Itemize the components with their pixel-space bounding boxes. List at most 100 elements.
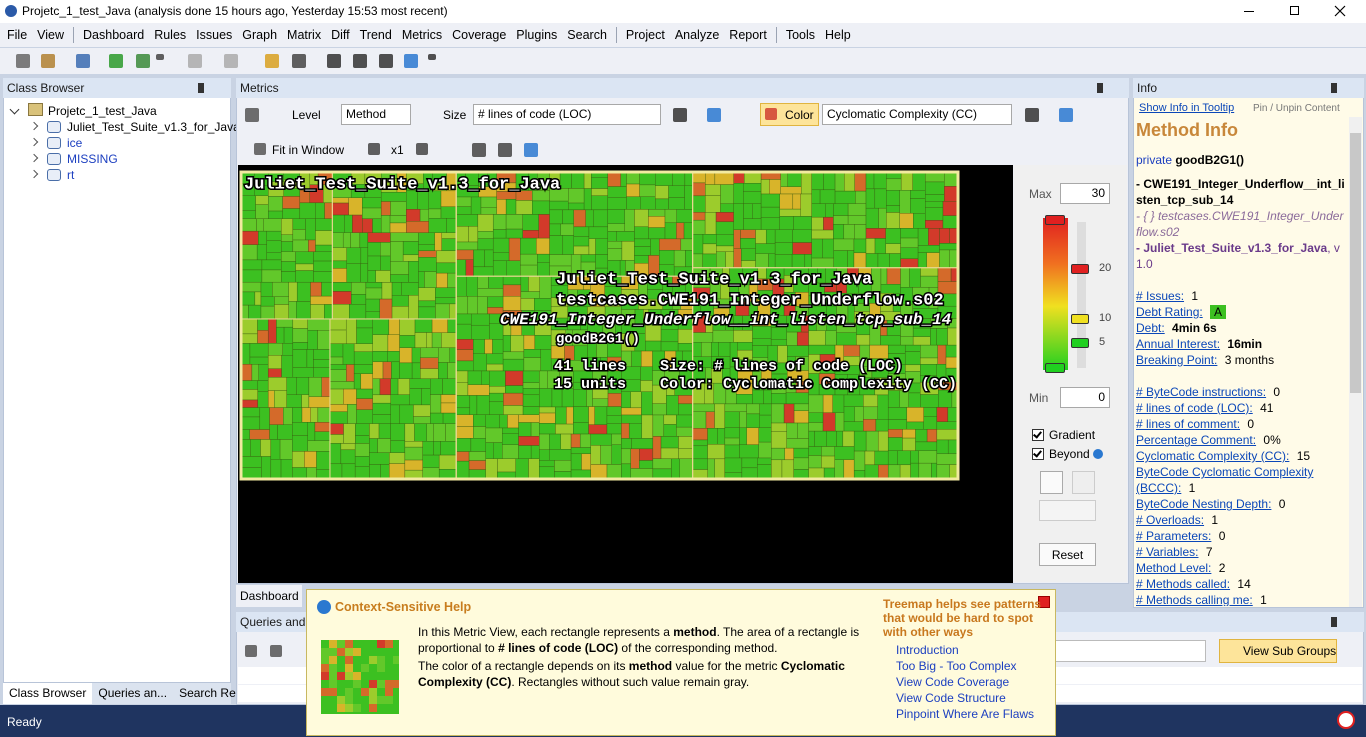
button[interactable]: Reset xyxy=(1039,543,1096,566)
metric-label[interactable]: Debt: xyxy=(1136,321,1165,335)
tree-node[interactable]: MISSING xyxy=(67,152,118,166)
menu-item[interactable]: Dashboard xyxy=(83,28,145,42)
toolbar-icon[interactable] xyxy=(245,645,257,657)
help-link[interactable]: View Code Structure xyxy=(896,691,1006,705)
metric-label[interactable]: # lines of code (LOC): xyxy=(1136,401,1253,415)
checkbox[interactable] xyxy=(1032,448,1044,460)
tree-node[interactable]: rt xyxy=(67,168,75,182)
metric-label[interactable]: # Issues: xyxy=(1136,289,1185,303)
toolbar-icon[interactable] xyxy=(76,54,90,68)
select[interactable]: Method xyxy=(341,104,411,125)
toolbar-icon[interactable] xyxy=(673,108,687,122)
tree-node[interactable]: ice xyxy=(67,136,83,150)
menu-item[interactable]: Matrix xyxy=(287,28,322,42)
toolbar-icon[interactable] xyxy=(254,143,266,155)
parent-type[interactable]: - CWE191_Integer_Underflow__int_listen_t… xyxy=(1136,177,1345,207)
metric-label[interactable]: # Methods called: xyxy=(1136,577,1231,591)
toolbar-icon[interactable] xyxy=(379,54,393,68)
menu-item[interactable]: Metrics xyxy=(401,28,443,42)
help-link[interactable]: Too Big - Too Complex xyxy=(896,659,1017,673)
legend-marker[interactable] xyxy=(1045,363,1065,373)
menu-item[interactable]: Rules xyxy=(154,28,187,42)
menu-item[interactable]: Project xyxy=(625,28,665,42)
icon-button[interactable] xyxy=(1040,471,1063,494)
menu-item[interactable]: File xyxy=(7,28,28,42)
toolbar-icon[interactable] xyxy=(404,54,418,68)
metric-label[interactable]: Percentage Comment: xyxy=(1136,433,1257,447)
parent-namespace[interactable]: - { } testcases.CWE191_Integer_Underflow… xyxy=(1136,209,1344,239)
label[interactable]: Color xyxy=(785,108,814,122)
metric-label[interactable]: Breaking Point: xyxy=(1136,353,1218,367)
toolbar-icon[interactable] xyxy=(245,108,259,122)
metric-label[interactable]: # Methods calling me: xyxy=(1136,593,1253,606)
minimize-button[interactable] xyxy=(1244,11,1254,12)
tree-root[interactable]: Projetc_1_test_Java xyxy=(48,104,157,118)
metric-label[interactable]: ByteCode Cyclomatic Complexity (BCCC): xyxy=(1136,465,1314,495)
menu-item[interactable]: Tools xyxy=(785,28,816,42)
toolbar-icon[interactable] xyxy=(224,54,238,68)
toolbar-icon[interactable] xyxy=(16,54,30,68)
toolbar-icon[interactable] xyxy=(428,54,436,60)
link[interactable]: Show Info in Tooltip xyxy=(1139,102,1235,114)
toolbar-icon[interactable] xyxy=(472,143,486,157)
metric-label[interactable]: ByteCode Nesting Depth: xyxy=(1136,497,1272,511)
toolbar-icon[interactable] xyxy=(292,54,306,68)
panel-tab[interactable]: Search Res... xyxy=(179,686,252,700)
menu-item[interactable]: Trend xyxy=(359,28,392,42)
tree-node[interactable]: Juliet_Test_Suite_v1.3_for_Java xyxy=(67,120,240,134)
menu-item[interactable]: Graph xyxy=(242,28,278,42)
input[interactable]: 0 xyxy=(1060,387,1110,408)
menu-item[interactable]: Coverage xyxy=(452,28,507,42)
metric-label[interactable]: Method Level: xyxy=(1136,561,1212,575)
toolbar-icon[interactable] xyxy=(270,645,282,657)
input[interactable]: 30 xyxy=(1060,183,1110,204)
dropdown[interactable] xyxy=(1039,500,1096,521)
restore-button[interactable] xyxy=(1290,6,1299,15)
toolbar-icon[interactable] xyxy=(1059,108,1073,122)
help-link[interactable]: View Code Coverage xyxy=(896,675,1010,689)
toolbar-icon[interactable] xyxy=(265,54,279,68)
toolbar-icon[interactable] xyxy=(156,54,164,60)
menu-item[interactable]: Diff xyxy=(331,28,350,42)
menu-item[interactable]: Analyze xyxy=(674,28,720,42)
legend-marker[interactable] xyxy=(1071,264,1089,275)
metric-label[interactable]: # Variables: xyxy=(1136,545,1199,559)
button[interactable]: View Sub Groups xyxy=(1219,639,1337,663)
panel-close[interactable] xyxy=(216,82,226,92)
menu-item[interactable]: Issues xyxy=(196,28,233,42)
menu-item[interactable]: Search xyxy=(567,28,607,42)
metric-label[interactable]: # Overloads: xyxy=(1136,513,1205,527)
toolbar-icon[interactable] xyxy=(327,54,341,68)
legend-marker[interactable] xyxy=(1045,215,1065,225)
toolbar-icon[interactable] xyxy=(353,54,367,68)
icon-button[interactable] xyxy=(1072,471,1095,494)
assembly-name[interactable]: - Juliet_Test_Suite_v1.3_for_Java xyxy=(1136,241,1328,255)
treemap[interactable]: Juliet_Test_Suite_v1.3_for_Java Juliet_Te… xyxy=(238,165,1013,583)
toolbar-icon[interactable] xyxy=(416,143,428,155)
toolbar-icon[interactable] xyxy=(41,54,55,68)
menu-item[interactable]: Help xyxy=(825,28,851,42)
pin-label[interactable]: Pin / Unpin Content xyxy=(1253,103,1340,114)
metric-label[interactable]: # lines of comment: xyxy=(1136,417,1241,431)
legend-marker[interactable] xyxy=(1071,338,1089,349)
menu-item[interactable]: Plugins xyxy=(516,28,558,42)
legend-marker[interactable] xyxy=(1071,313,1089,324)
metric-label[interactable]: Cyclomatic Complexity (CC): xyxy=(1136,449,1290,463)
close-button[interactable] xyxy=(1038,596,1050,608)
panel-tab[interactable]: Class Browser xyxy=(3,683,93,704)
select[interactable]: Cyclomatic Complexity (CC) xyxy=(822,104,1012,125)
toolbar-icon[interactable] xyxy=(1025,108,1039,122)
dropdown[interactable] xyxy=(1040,640,1206,662)
toolbar-icon[interactable] xyxy=(707,108,721,122)
toolbar-icon[interactable] xyxy=(524,143,538,157)
toolbar-icon[interactable] xyxy=(765,108,777,120)
toolbar-icon[interactable] xyxy=(109,54,123,68)
menu-item[interactable]: View xyxy=(37,28,65,42)
toolbar-icon[interactable] xyxy=(498,143,512,157)
select[interactable]: # lines of code (LOC) xyxy=(473,104,661,125)
menu-item[interactable]: Report xyxy=(729,28,767,42)
checkbox[interactable] xyxy=(1032,429,1044,441)
metric-label[interactable]: Annual Interest: xyxy=(1136,337,1221,351)
toolbar-icon[interactable] xyxy=(136,54,150,68)
help-link[interactable]: Pinpoint Where Are Flaws xyxy=(896,707,1035,721)
